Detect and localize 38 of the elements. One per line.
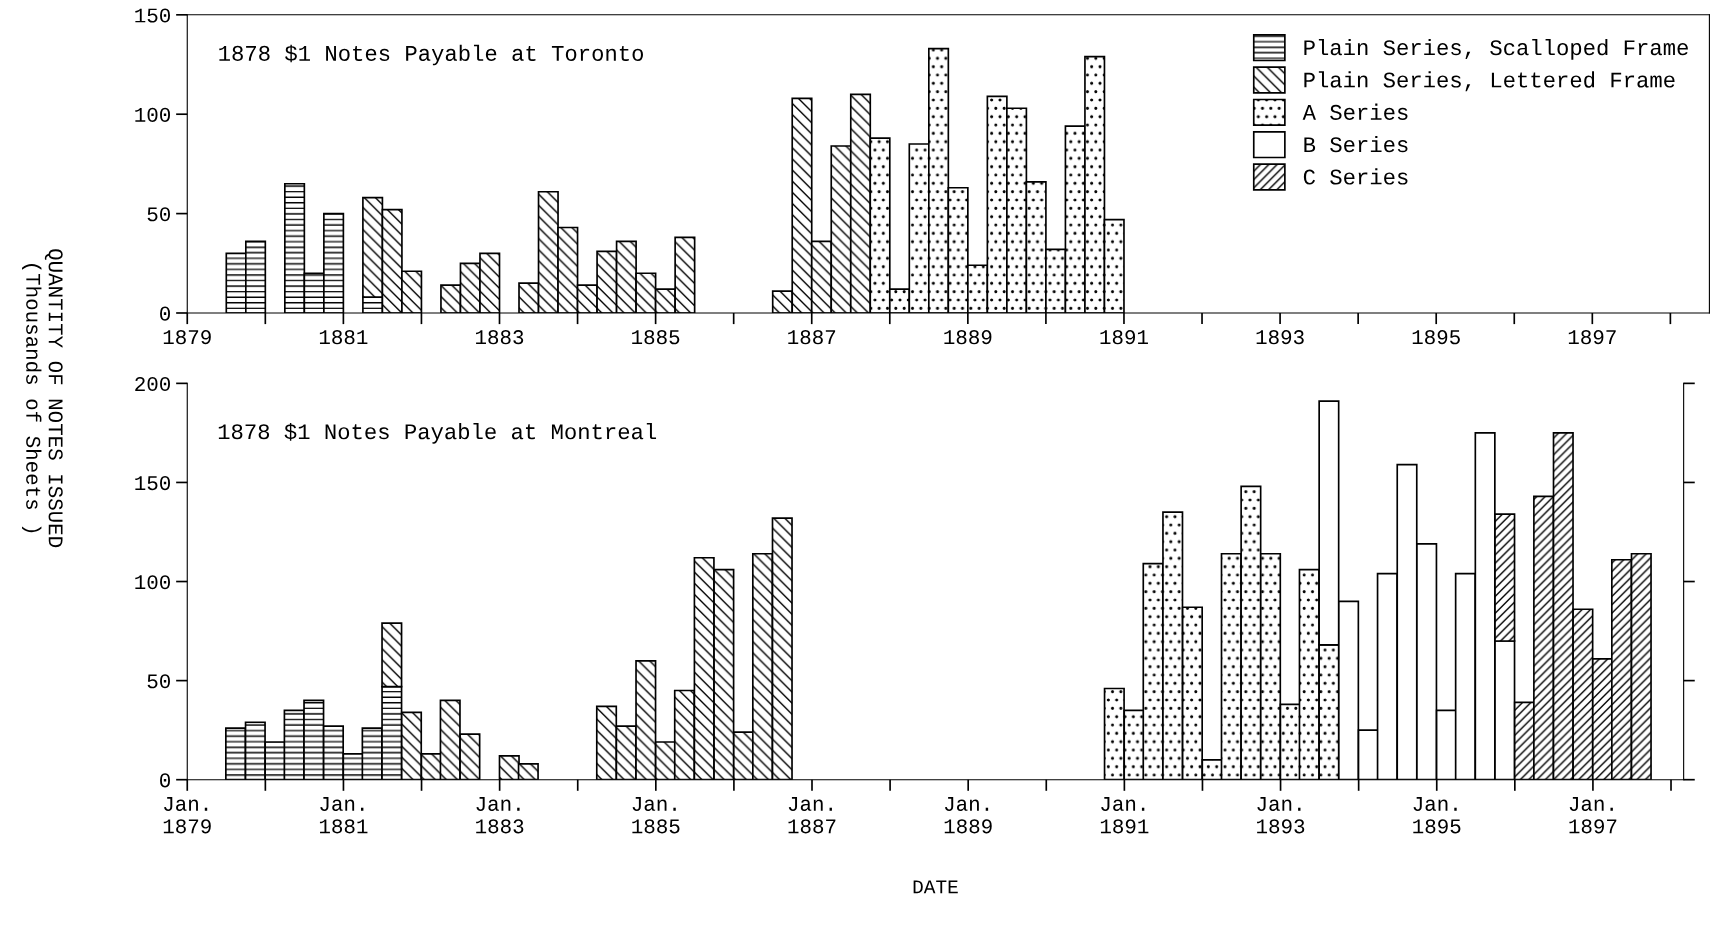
legend-label: C Series [1303, 168, 1408, 185]
y-tick-label: 100 [135, 575, 170, 590]
x-tick-label: Jan. 1879 [163, 797, 211, 834]
legend-label: Plain Series, Lettered Frame [1304, 71, 1675, 92]
y-tick-label: 200 [135, 376, 170, 392]
x-tick-label: Jan. 1891 [1100, 797, 1149, 834]
x-tick-label: Jan. 1881 [319, 797, 368, 834]
text: 1878 $1 Notes Payable at Toronto [219, 44, 644, 66]
x-tick-label: 1891 [1100, 330, 1148, 345]
legend-label: A Series [1302, 103, 1408, 120]
x-tick-label: Jan. 1885 [632, 797, 680, 834]
y-tick-label: 150 [135, 8, 170, 23]
x-tick-label: Jan. 1883 [476, 797, 524, 834]
x-tick-label: 1885 [632, 330, 680, 345]
y-tick-label: 0 [160, 773, 171, 788]
legend-label: Plain Series, Scalloped Frame [1304, 38, 1688, 60]
x-tick-label: Jan. 1897 [1569, 797, 1617, 834]
x-tick-label: 1887 [788, 330, 836, 345]
x-tick-label: 1897 [1568, 330, 1616, 345]
y-tick-label: 0 [160, 306, 171, 321]
x-tick-label: 1895 [1412, 330, 1460, 345]
y-tick-label: 50 [147, 207, 171, 222]
x-tick-label: 1881 [319, 330, 368, 345]
y-tick-label: 150 [135, 476, 170, 491]
legend-label: B Series [1304, 135, 1408, 153]
y-tick-label: 100 [135, 107, 170, 122]
x-tick-label: Jan. 1887 [788, 797, 836, 834]
x-tick-label: Jan. 1893 [1257, 797, 1305, 834]
x-tick-label: Jan. 1889 [944, 797, 992, 834]
x-tick-label: Jan. 1895 [1413, 797, 1461, 834]
x-tick-label: 1893 [1256, 330, 1304, 345]
x-tick-label: 1889 [944, 330, 992, 345]
y-axis-title: QUANTITY OF NOTES ISSUED (Thousands of Sheets ) [22, 249, 63, 548]
x-tick-label: 1883 [476, 330, 524, 345]
x-tick-label: 1879 [163, 330, 211, 345]
text: 1878 $1 Notes Payable at Montreal [218, 423, 657, 444]
x-axis-title: DATE [913, 880, 958, 894]
y-tick-label: 50 [147, 674, 171, 689]
